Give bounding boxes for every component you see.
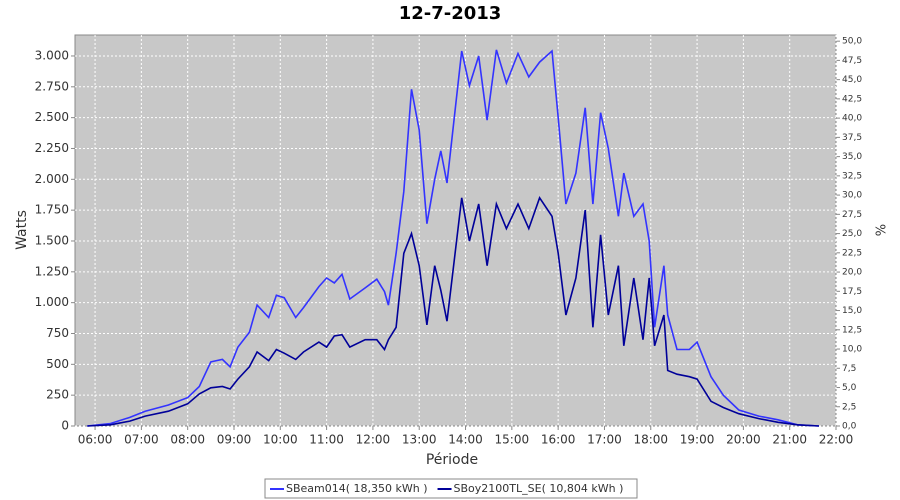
y2-axis-label: % <box>875 224 890 236</box>
y-tick-label: 1.250 <box>35 264 69 278</box>
y2-tick-label: 32,5 <box>842 171 862 181</box>
chart-title: 12-7-2013 <box>399 3 502 24</box>
plot-area <box>74 34 837 427</box>
y2-tick-label: 47,5 <box>842 56 862 66</box>
y-tick-label: 1.750 <box>35 203 69 217</box>
x-tick-label: 08:00 <box>170 433 205 447</box>
y-tick-label: 2.250 <box>35 141 69 155</box>
y-axis-label: Watts <box>14 210 30 250</box>
x-tick-label: 20:00 <box>726 433 761 447</box>
legend-label: SBeam014( 18,350 kWh ) <box>286 482 428 495</box>
x-tick-label: 17:00 <box>587 433 622 447</box>
y-tick-label: 0 <box>61 419 69 433</box>
y2-tick-label: 2,5 <box>842 402 856 412</box>
y-tick-label: 2.750 <box>35 79 69 93</box>
x-tick-label: 16:00 <box>541 433 576 447</box>
y2-tick-label: 17,5 <box>842 287 862 297</box>
y-tick-label: 1.000 <box>35 295 69 309</box>
y2-tick-label: 20,0 <box>842 268 862 278</box>
x-tick-label: 07:00 <box>124 433 159 447</box>
y2-tick-label: 42,5 <box>842 94 862 104</box>
series-line <box>87 196 820 427</box>
x-tick-label: 19:00 <box>680 433 715 447</box>
y-tick-label: 250 <box>46 388 69 402</box>
y-tick-label: 750 <box>46 326 69 340</box>
y-tick-label: 2.000 <box>35 172 69 186</box>
y2-tick-label: 22,5 <box>842 248 862 258</box>
x-tick-label: 21:00 <box>772 433 807 447</box>
y2-tick-label: 40,0 <box>842 114 862 124</box>
y2-tick-label: 45,0 <box>842 75 862 85</box>
y-tick-label: 3.000 <box>35 48 69 62</box>
y-tick-label: 500 <box>46 357 69 371</box>
y2-tick-label: 37,5 <box>842 133 862 143</box>
x-tick-label: 06:00 <box>78 433 113 447</box>
y2-tick-label: 15,0 <box>842 306 862 316</box>
series-line <box>87 49 820 427</box>
x-tick-label: 18:00 <box>633 433 668 447</box>
x-tick-label: 15:00 <box>495 433 530 447</box>
y2-tick-label: 30,0 <box>842 191 862 201</box>
y2-tick-label: 0,0 <box>842 422 857 432</box>
x-tick-label: 22:00 <box>819 433 854 447</box>
y2-tick-label: 10,0 <box>842 345 862 355</box>
y-tick-label: 1.500 <box>35 233 69 247</box>
x-tick-label: 14:00 <box>448 433 483 447</box>
y2-tick-label: 7,5 <box>842 364 856 374</box>
x-tick-label: 10:00 <box>263 433 298 447</box>
x-tick-label: 09:00 <box>217 433 252 447</box>
y2-tick-label: 35,0 <box>842 152 862 162</box>
x-tick-label: 13:00 <box>402 433 437 447</box>
x-tick-label: 12:00 <box>356 433 391 447</box>
legend-label: SBoy2100TL_SE( 10,804 kWh ) <box>454 482 624 495</box>
y2-tick-label: 25,0 <box>842 229 862 239</box>
x-axis-label: Période <box>426 452 478 468</box>
y2-tick-label: 12,5 <box>842 325 862 335</box>
y2-tick-label: 27,5 <box>842 210 862 220</box>
y2-tick-label: 5,0 <box>842 383 857 393</box>
y2-tick-label: 50,0 <box>842 37 862 47</box>
y-tick-label: 2.500 <box>35 110 69 124</box>
x-tick-label: 11:00 <box>309 433 344 447</box>
